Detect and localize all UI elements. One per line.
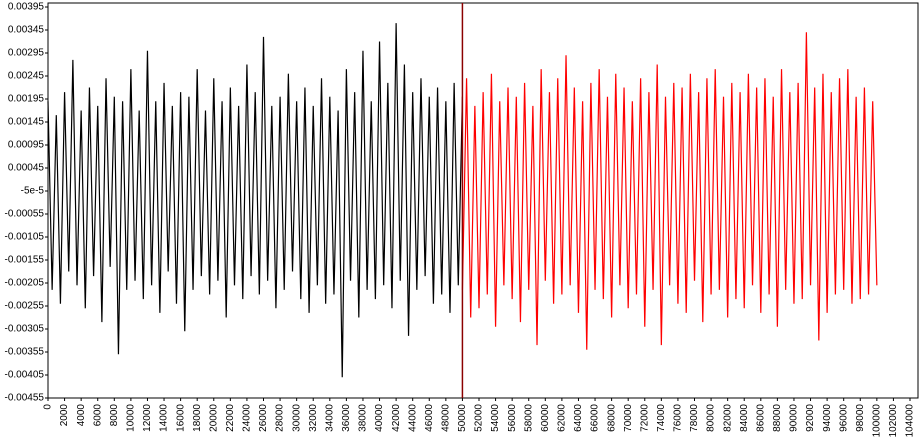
y-tick-label: 0.00245 [8, 71, 45, 82]
x-tick-label: 56000 [507, 404, 518, 432]
x-tick-label: 30000 [291, 404, 302, 432]
x-tick-label: 72000 [639, 404, 650, 432]
x-tick-label: 10000 [126, 404, 137, 432]
x-tick-label: 42000 [391, 404, 402, 432]
y-tick-label: 0.00295 [8, 48, 45, 59]
y-tick-label: 0.00345 [8, 25, 45, 36]
x-tick-label: 86000 [755, 404, 766, 432]
y-tick-label: -0.00355 [5, 347, 45, 358]
signal-line [47, 23, 464, 378]
x-tick-label: 44000 [407, 404, 418, 432]
x-tick-label: 70000 [623, 404, 634, 432]
y-tick-label: 0.00095 [8, 140, 45, 151]
x-tick-label: 58000 [523, 404, 534, 432]
y-tick-label: -0.00155 [5, 255, 45, 266]
x-tick-label: 66000 [590, 404, 601, 432]
x-tick-label: 40000 [374, 404, 385, 432]
y-tick-label: -0.00205 [5, 278, 45, 289]
x-tick-label: 12000 [142, 404, 153, 432]
x-tick-label: 36000 [341, 404, 352, 432]
x-tick-label: 38000 [358, 404, 369, 432]
y-tick-label: 0.00145 [8, 117, 45, 128]
x-tick-label: 50000 [457, 404, 468, 432]
x-tick-label: 60000 [540, 404, 551, 432]
x-tick-label: 104000 [905, 404, 916, 438]
y-tick-label: -0.00305 [5, 324, 45, 335]
x-tick-label: 20000 [208, 404, 219, 432]
x-tick-label: 62000 [557, 404, 568, 432]
x-tick-label: 88000 [772, 404, 783, 432]
x-tick-label: 54000 [490, 404, 501, 432]
y-tick-label: -0.00405 [5, 370, 45, 381]
x-tick-label: 28000 [275, 404, 286, 432]
signal-line [461, 32, 878, 350]
x-tick-label: 26000 [258, 404, 269, 432]
x-tick-label: 2000 [59, 404, 70, 427]
x-tick-label: 8000 [109, 404, 120, 427]
x-tick-label: 100000 [871, 404, 882, 438]
y-tick-label: -0.00055 [5, 209, 45, 220]
x-tick-label: 68000 [606, 404, 617, 432]
x-tick-label: 46000 [424, 404, 435, 432]
x-tick-label: 98000 [855, 404, 866, 432]
x-tick-label: 90000 [789, 404, 800, 432]
x-tick-label: 82000 [722, 404, 733, 432]
x-tick-label: 4000 [76, 404, 87, 427]
x-tick-label: 16000 [175, 404, 186, 432]
plot-frame [47, 2, 919, 399]
x-tick-label: 34000 [324, 404, 335, 432]
x-tick-label: 92000 [805, 404, 816, 432]
x-tick-label: 76000 [673, 404, 684, 432]
x-tick-label: 96000 [838, 404, 849, 432]
x-tick-label: 78000 [689, 404, 700, 432]
x-tick-label: 14000 [159, 404, 170, 432]
x-tick-label: 48000 [440, 404, 451, 432]
y-tick-label: -5e-5 [21, 186, 45, 197]
x-tick-label: 24000 [242, 404, 253, 432]
x-tick-label: 6000 [92, 404, 103, 427]
y-tick-label: 0.00045 [8, 163, 45, 174]
x-tick-label: 22000 [225, 404, 236, 432]
x-tick-label: 102000 [888, 404, 899, 438]
x-tick-label: 64000 [573, 404, 584, 432]
y-tick-label: -0.00455 [5, 393, 45, 404]
x-tick-label: 52000 [474, 404, 485, 432]
x-tick-label: 80000 [706, 404, 717, 432]
x-tick-label: 84000 [739, 404, 750, 432]
y-tick-label: 0.00195 [8, 94, 45, 105]
y-tick-label: 0.00395 [8, 2, 45, 13]
x-tick-label: 32000 [308, 404, 319, 432]
x-tick-label: 18000 [192, 404, 203, 432]
y-tick-label: -0.00105 [5, 232, 45, 243]
y-tick-label: -0.00255 [5, 301, 45, 312]
x-tick-label: 94000 [822, 404, 833, 432]
x-tick-label: 74000 [656, 404, 667, 432]
x-tick-label: 0 [43, 404, 54, 410]
